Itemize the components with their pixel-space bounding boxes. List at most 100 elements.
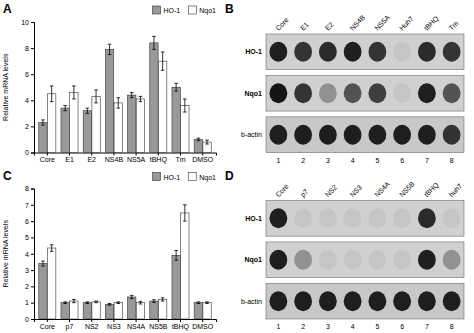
error-bar xyxy=(161,52,165,70)
column-label: E2 xyxy=(324,21,335,32)
band xyxy=(393,250,411,270)
error-bar xyxy=(50,245,54,252)
error-bar xyxy=(152,36,156,49)
x-axis: CoreE1E2NS4BNS5AtBHQTmDMSO xyxy=(35,153,217,165)
lane-number: 7 xyxy=(425,157,429,164)
tick-mark xyxy=(31,74,34,75)
tick: E1 xyxy=(65,153,74,164)
band xyxy=(294,208,312,228)
bar xyxy=(203,303,211,319)
bar xyxy=(83,111,91,153)
row-label: HO-1 xyxy=(245,48,262,55)
tick-label: E1 xyxy=(65,156,74,163)
band xyxy=(418,250,436,270)
error-bar xyxy=(205,140,209,144)
bar xyxy=(172,255,180,319)
band xyxy=(443,291,461,311)
tick-label: 2 xyxy=(25,123,29,130)
tick: 2 xyxy=(25,283,34,290)
lane-number: 3 xyxy=(326,323,330,330)
tick-label: NS4A xyxy=(127,323,146,330)
band xyxy=(368,125,386,145)
error-bar xyxy=(63,106,67,111)
tick: 0 xyxy=(25,149,34,156)
error-bar xyxy=(72,299,76,302)
column-label: NS2 xyxy=(324,184,339,199)
legend: HO-1Nqo1 xyxy=(153,173,217,182)
tick-mark xyxy=(113,319,114,322)
tick: 4 xyxy=(25,250,34,257)
tick: 7 xyxy=(25,202,34,209)
tick-mark xyxy=(31,126,34,127)
lane-number: 2 xyxy=(301,323,305,330)
panel-label: D xyxy=(225,169,234,183)
bar-panel: CoreE1E2NS4BNS5AtBHQTmDMSO0246810Relativ… xyxy=(2,6,217,164)
legend-item: HO-1 xyxy=(153,173,181,181)
tick: Core xyxy=(40,153,55,164)
band xyxy=(393,291,411,311)
tick-label: 8 xyxy=(25,45,29,52)
tick-label: E2 xyxy=(87,156,96,163)
tick: 8 xyxy=(25,45,34,52)
tick-label: 7 xyxy=(25,202,29,209)
column-label: E1 xyxy=(299,21,310,32)
tick-mark xyxy=(47,153,48,156)
band xyxy=(418,291,436,311)
lane-number: 3 xyxy=(326,157,330,164)
series xyxy=(39,250,203,319)
lane-number: 1 xyxy=(276,157,280,164)
band xyxy=(269,42,287,62)
tick: 10 xyxy=(21,19,34,26)
band xyxy=(443,125,461,145)
bar xyxy=(158,61,166,152)
bar xyxy=(92,96,100,152)
bar xyxy=(172,87,180,152)
tick-label: 3 xyxy=(25,267,29,274)
band xyxy=(418,83,436,103)
y-axis: 012345678 xyxy=(25,185,34,322)
error-bar xyxy=(183,99,187,112)
figure: CoreE1E2NS4BNS5AtBHQTmDMSO0246810Relativ… xyxy=(0,0,474,333)
band xyxy=(269,291,287,311)
tick-label: 8 xyxy=(25,185,29,192)
band xyxy=(294,42,312,62)
error-bar xyxy=(41,120,45,125)
error-bar xyxy=(108,304,112,306)
column-label: huh7 xyxy=(447,182,463,198)
tick-mark xyxy=(31,254,34,255)
band xyxy=(294,250,312,270)
error-bar xyxy=(86,108,90,113)
tick-mark xyxy=(31,270,34,271)
column-label: NS5A xyxy=(373,14,391,32)
panel-label: C xyxy=(3,169,12,183)
band xyxy=(294,83,312,103)
lane-number: 6 xyxy=(400,323,404,330)
tick-mark xyxy=(31,319,34,320)
plot-area xyxy=(39,205,211,319)
tick-label: 4 xyxy=(25,97,29,104)
tick: NS2 xyxy=(85,319,99,330)
error-bar xyxy=(86,302,90,304)
tick-mark xyxy=(158,153,159,156)
axis-line xyxy=(31,23,35,154)
y-axis: 0246810 xyxy=(21,19,34,156)
error-bar xyxy=(152,300,156,303)
legend-swatch xyxy=(188,6,196,14)
blot-row xyxy=(266,117,464,153)
band xyxy=(368,291,386,311)
error-bar xyxy=(41,261,45,266)
tick-label: NS4B xyxy=(105,156,124,163)
tick-mark xyxy=(180,319,181,322)
blot-panel: HO-1Nqo1b-actinCorep7NS2NS3NS4ANS5BtBHQh… xyxy=(241,180,464,330)
panel-label: A xyxy=(3,2,12,16)
column-label: p7 xyxy=(299,188,310,199)
tick-mark xyxy=(31,189,34,190)
band xyxy=(443,42,461,62)
tick-mark xyxy=(136,319,137,322)
tick-label: Core xyxy=(40,323,55,330)
band xyxy=(269,208,287,228)
column-label: NS5B xyxy=(398,180,416,198)
tick: 4 xyxy=(25,97,34,104)
bar xyxy=(181,106,189,153)
blot-panel: HO-1Nqo1b-actinCoreE1E2NS4BNS5AHuh7tBHQT… xyxy=(241,14,464,164)
